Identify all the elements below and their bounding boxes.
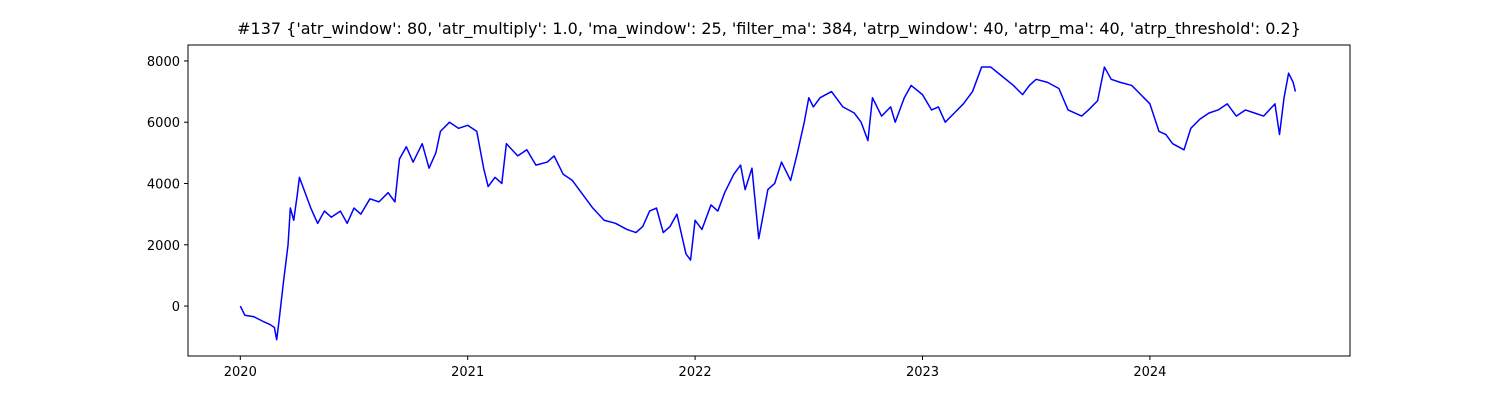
plot-area: 0 2000 4000 6000 8000 2020 2021 2022 2023 2024 bbox=[147, 55, 1297, 380]
y-tick-label: 2000 bbox=[147, 239, 180, 254]
x-tick-label: 2020 bbox=[224, 365, 257, 380]
y-tick-label: 8000 bbox=[147, 55, 180, 70]
axes-frame bbox=[187, 44, 1351, 357]
x-tick-label: 2023 bbox=[906, 365, 939, 380]
x-tick-label: 2022 bbox=[679, 365, 712, 380]
x-tick-label: 2024 bbox=[1133, 365, 1166, 380]
data-line bbox=[239, 66, 1297, 341]
x-tick-label: 2021 bbox=[451, 365, 484, 380]
y-tick-label: 4000 bbox=[147, 177, 180, 192]
y-tick-label: 6000 bbox=[147, 116, 180, 131]
y-tick-label: 0 bbox=[172, 300, 180, 315]
chart-title: #137 {'atr_window': 80, 'atr_multiply': … bbox=[237, 19, 1301, 39]
